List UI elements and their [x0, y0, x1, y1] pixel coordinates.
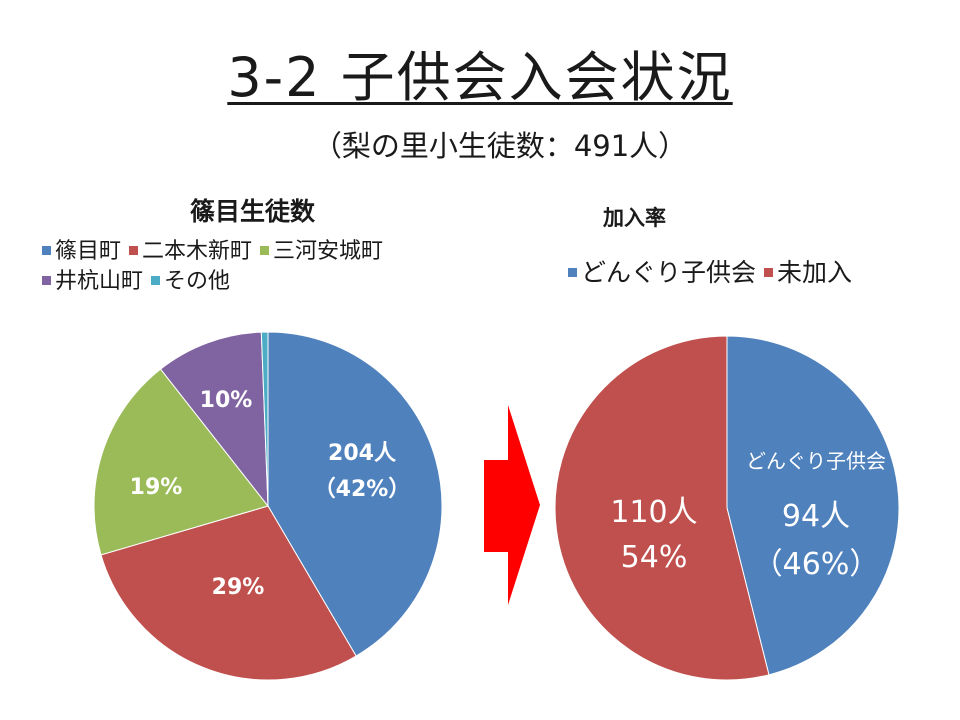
enrollment-data-label: 10%: [200, 388, 253, 413]
enrollment-data-label: （42%）: [314, 477, 411, 502]
legend-join-rate: どんぐり子供会 未加入: [568, 258, 860, 288]
legend-swatch: [764, 267, 774, 277]
legend-swatch: [42, 275, 51, 285]
legend-label: その他: [164, 269, 231, 294]
join-rate-data-label: どんぐり子供会: [746, 449, 886, 473]
enrollment-legend-item: 二本木新町: [129, 237, 252, 267]
enrollment-legend-item: 井杭山町: [42, 267, 143, 297]
legend-swatch: [129, 245, 139, 255]
chart-title-join-rate: 加入率: [603, 206, 666, 230]
enrollment-slice-3: [159, 331, 269, 508]
legend-label: 三河安城町: [273, 239, 384, 264]
legend-label: 篠目町: [55, 239, 122, 264]
join-rate-slice-1: [554, 335, 770, 681]
join-rate-data-label: （46%）: [753, 547, 880, 582]
enrollment-slice-0: [267, 331, 443, 657]
chart-title-enrollment: 篠目生徒数: [190, 197, 316, 226]
enrollment-slice-4: [260, 331, 269, 507]
legend-label: 二本木新町: [142, 239, 253, 264]
join-rate-legend-item: どんぐり子供会: [568, 258, 756, 288]
join-rate-data-label: 54%: [621, 540, 688, 575]
join-rate-slice-0: [726, 335, 900, 676]
enrollment-slice-2: [93, 368, 269, 556]
legend-swatch: [42, 245, 51, 255]
enrollment-slice-1: [100, 505, 357, 681]
legend-label: どんぐり子供会: [581, 258, 757, 287]
legend-swatch: [568, 267, 577, 277]
legend-swatch: [151, 275, 161, 285]
join-rate-data-label: 94人: [782, 499, 850, 534]
page-subtitle: （梨の里小生徒数：491人）: [312, 129, 688, 163]
enrollment-data-label: 29%: [212, 575, 265, 600]
legend-label: 未加入: [777, 258, 853, 287]
enrollment-legend-item: その他: [151, 267, 230, 297]
legend-enrollment: 篠目町 二本木新町 三河安城町井杭山町 その他: [42, 237, 482, 297]
enrollment-legend-item: 篠目町: [42, 237, 121, 267]
right-arrow-icon: [484, 405, 540, 605]
join-rate-data-label: 110人: [610, 495, 697, 530]
page-title: 3-2 子供会入会状況: [227, 46, 733, 109]
enrollment-legend-item: 三河安城町: [260, 237, 383, 267]
enrollment-data-label: 204人: [328, 441, 396, 466]
enrollment-data-label: 19%: [130, 475, 183, 500]
legend-label: 井杭山町: [55, 269, 144, 294]
legend-swatch: [260, 245, 270, 255]
join-rate-legend-item: 未加入: [764, 258, 852, 288]
